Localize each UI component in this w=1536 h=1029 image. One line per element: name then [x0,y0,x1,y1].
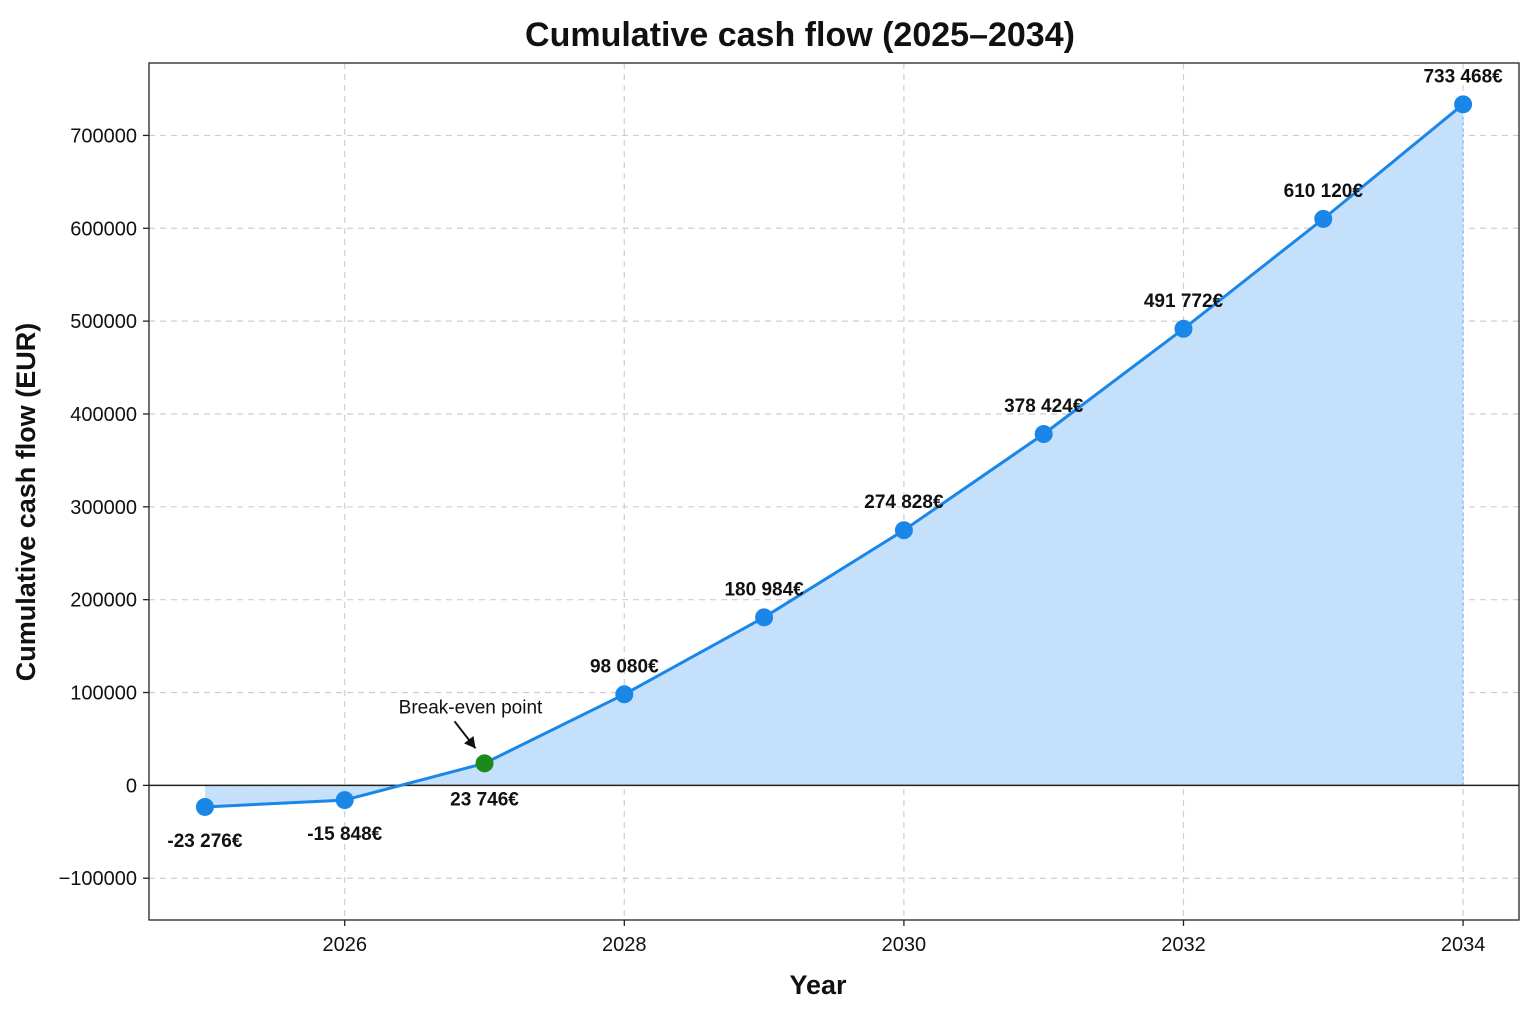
data-label: 491 772€ [1144,291,1224,312]
x-axis-label: Year [789,970,847,1000]
break-even-annotation: Break-even point [399,697,543,718]
data-label: 378 424€ [1004,396,1084,417]
area-fill [204,104,1464,807]
data-label: 274 828€ [864,492,944,513]
y-tick-label: −100000 [59,868,137,890]
break-even-marker [475,754,494,773]
x-tick-label: 2030 [882,934,927,956]
y-tick-label: 700000 [70,125,137,147]
annotation-arrow-head [464,735,476,749]
plot-area: -23 276€ -15 848€ 23 746€ 98 080€ 180 984€ 27… [59,62,1520,956]
plot-frame [148,62,1520,921]
y-tick-label: 300000 [70,497,137,519]
data-point [335,791,354,810]
data-label: -23 276€ [167,831,242,852]
data-label: -15 848€ [307,824,382,845]
data-point [1314,209,1333,228]
x-tick-label: 2032 [1161,934,1206,956]
x-tick-label: 2026 [322,934,367,956]
x-tick-label: 2028 [602,934,647,956]
data-point [1454,95,1473,114]
x-tick-label: 2034 [1441,934,1486,956]
y-tick-label: 0 [126,775,137,797]
data-label: 180 984€ [724,579,804,600]
data-point [1034,425,1053,444]
data-point [755,608,774,627]
data-point [615,685,634,704]
chart-title: Cumulative cash flow (2025–2034) [525,16,1075,54]
data-point [195,797,214,816]
series-line [204,103,1465,809]
y-tick-label: 100000 [70,683,137,705]
data-point [894,521,913,540]
data-label: 610 120€ [1284,181,1364,202]
y-tick-label: 200000 [70,590,137,612]
y-tick-label: 500000 [70,311,137,333]
y-axis-label: Cumulative cash flow (EUR) [11,323,41,682]
data-label: 733 468€ [1423,66,1503,87]
data-label: 98 080€ [590,656,659,677]
y-tick-label: 400000 [70,404,137,426]
data-label: 23 746€ [450,789,519,810]
data-point [1174,319,1193,338]
y-tick-label: 600000 [70,218,137,240]
